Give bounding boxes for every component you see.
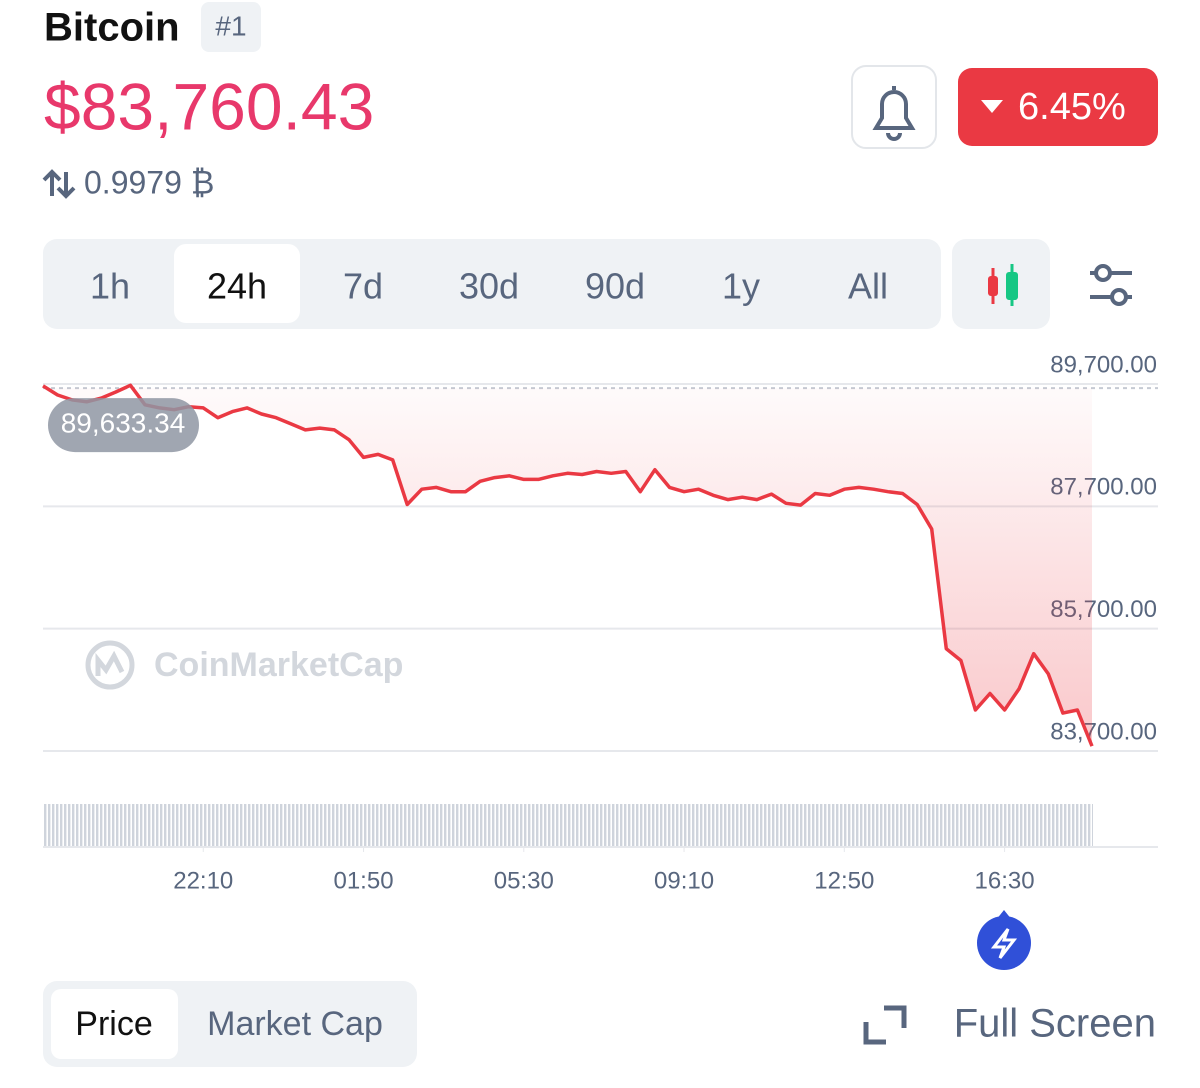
y-tick-label: 89,700.00 (1050, 351, 1157, 378)
change: 6.45% (1018, 86, 1126, 128)
change-badge (958, 68, 1158, 146)
watermark-text: CoinMarketCap (154, 646, 403, 684)
open-price-bubble (48, 398, 199, 453)
rank: #1 (215, 10, 246, 41)
volume-decoration (43, 804, 1093, 847)
x-tick-label: 16:30 (975, 867, 1035, 894)
mode-price[interactable]: Price (75, 1005, 152, 1043)
tab[interactable]: 1y (722, 266, 760, 307)
btc-price: 0.9979 ₿ (84, 164, 214, 200)
settings-icon[interactable] (1090, 264, 1132, 306)
tab[interactable]: 24h (207, 266, 267, 307)
watermark (85, 640, 135, 690)
x-tick-label: 12:50 (814, 867, 874, 894)
area-fill (43, 385, 1092, 747)
x-tick-label: 05:30 (494, 867, 554, 894)
x-tick-label: 22:10 (173, 867, 233, 894)
candle-button[interactable] (952, 239, 1050, 329)
coin-name: Bitcoin (44, 6, 180, 50)
alert-button[interactable] (851, 65, 937, 149)
mode-selected (51, 989, 178, 1059)
tab[interactable]: 30d (459, 266, 519, 307)
mode-market-cap[interactable]: Market Cap (207, 1005, 383, 1043)
full-screen[interactable]: Full Screen (954, 1002, 1156, 1046)
price-line (42, 383, 1094, 747)
tab[interactable]: 90d (585, 266, 645, 307)
fullscreen-icon (863, 1005, 907, 1045)
candle-icon (988, 264, 1018, 306)
bell-icon (872, 86, 916, 141)
rank-badge (201, 2, 261, 52)
open-price-label: 89,633.34 (61, 407, 186, 438)
tab-selected (174, 244, 300, 323)
lightning-button[interactable] (977, 916, 1031, 970)
y-tick-label: 83,700.00 (1050, 718, 1157, 745)
swap-icon (42, 169, 76, 199)
lightning-icon (990, 928, 1018, 959)
tab[interactable]: 7d (343, 266, 383, 307)
x-tick-label: 09:10 (654, 867, 714, 894)
price: $83,760.43 (44, 69, 374, 143)
down-arrow (981, 100, 1003, 113)
lightning-pin (996, 910, 1012, 920)
tab[interactable]: All (848, 266, 888, 307)
tab[interactable]: 1h (90, 266, 130, 307)
x-tick-label: 01:50 (333, 867, 393, 894)
